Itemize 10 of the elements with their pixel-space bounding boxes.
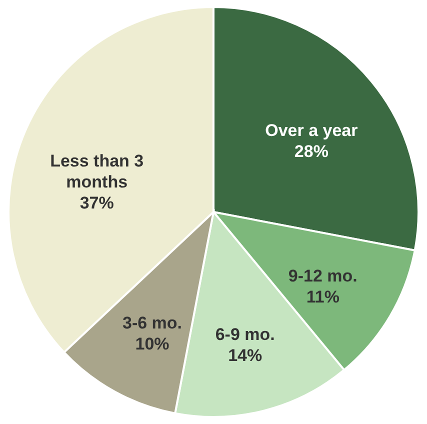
data-label: 37% [80, 194, 114, 213]
slice-label: 9-12 mo. [288, 266, 358, 286]
slice-label: 6-9 mo. [215, 325, 275, 344]
data-label: 11% [306, 288, 340, 307]
data-label: 14% [228, 346, 262, 366]
slice-label: Over a year [265, 120, 358, 140]
slice-label: 3-6 mo. [122, 313, 182, 332]
slice-label: Less than 3 months [50, 152, 144, 192]
data-label: 10% [135, 334, 170, 354]
data-label: 28% [294, 142, 328, 161]
